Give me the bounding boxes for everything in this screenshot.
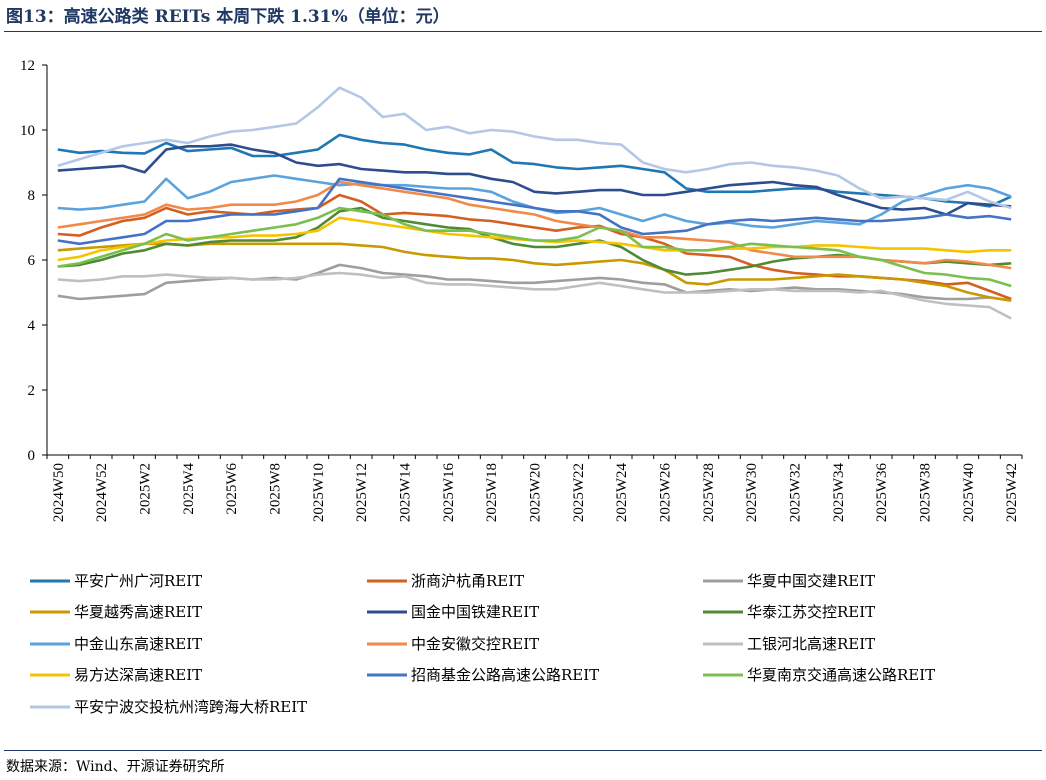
x-tick-label: 2025W8 [268, 463, 284, 515]
x-tick-label: 2025W34 [831, 463, 847, 523]
legend: 平安广州广河REIT 浙商沪杭甬REIT 华夏中国交建REIT 华夏越秀高速REIT 国… [30, 572, 935, 716]
x-tick-label: 2025W16 [441, 463, 457, 523]
series-line-9 [57, 271, 1012, 320]
y-tick-label: 12 [20, 58, 35, 74]
axes: 0 2 4 6 8 10 12 2024W50 2024W52 2025W2 2025W4 2025W… [20, 58, 1023, 523]
x-tick-label: 2024W52 [94, 463, 110, 522]
legend-label-1: 平安广州广河REIT [74, 572, 202, 590]
y-tick-label: 10 [20, 123, 35, 139]
legend-label-7: 中金山东高速REIT [74, 635, 202, 653]
x-tick-label: 2025W42 [1004, 463, 1020, 522]
series-line-13 [57, 86, 1012, 210]
x-tick-label: 2025W40 [961, 463, 977, 522]
x-tick-label: 2025W12 [354, 463, 370, 522]
x-tick-label: 2024W50 [51, 463, 67, 522]
x-tick-label: 2025W14 [398, 463, 414, 523]
x-tick-label: 2025W26 [658, 463, 674, 523]
x-tick-label: 2025W22 [571, 463, 587, 522]
x-tick-label: 2025W32 [788, 463, 804, 522]
y-tick-label: 8 [28, 188, 36, 204]
x-tick-label: 2025W20 [528, 463, 544, 522]
legend-label-4: 华夏越秀高速REIT [74, 603, 202, 621]
series-line-8 [57, 180, 1012, 270]
x-tick-label: 2025W10 [311, 463, 327, 522]
title-divider [4, 31, 1042, 32]
legend-label-5: 国金中国铁建REIT [411, 603, 539, 621]
series-lines [57, 86, 1012, 320]
series-line-11 [57, 177, 1012, 246]
series-line-5 [57, 143, 1012, 216]
legend-label-8: 中金安徽交控REIT [411, 635, 539, 653]
series-line-12 [57, 206, 1012, 288]
y-tick-label: 4 [28, 318, 36, 334]
x-tick-label: 2025W24 [614, 463, 630, 523]
x-tick-label: 2025W38 [918, 463, 934, 522]
x-tick-label: 2025W30 [744, 463, 760, 522]
x-tick-label: 2025W18 [484, 463, 500, 522]
legend-label-3: 华夏中国交建REIT [747, 572, 875, 590]
legend-label-11: 招商基金公路高速公路REIT [411, 666, 599, 684]
series-line-1 [57, 133, 1012, 208]
x-tick-label: 2025W28 [701, 463, 717, 522]
footer-divider [4, 750, 1042, 751]
legend-label-6: 华泰江苏交控REIT [747, 603, 875, 621]
x-tick-label: 2025W6 [224, 463, 240, 515]
legend-label-9: 工银河北高速REIT [747, 635, 875, 653]
legend-label-12: 华夏南京交通高速公路REIT [747, 666, 935, 684]
chart-title: 图13：高速公路类 REITs 本周下跌 1.31%（单位：元） [6, 7, 450, 27]
source-note: 数据来源：Wind、开源证券研究所 [6, 759, 225, 775]
y-tick-label: 0 [28, 448, 36, 464]
legend-label-2: 浙商沪杭甬REIT [411, 572, 524, 590]
series-line-3 [57, 263, 1012, 302]
y-tick-label: 2 [28, 383, 36, 399]
x-tick-label: 2025W36 [874, 463, 890, 523]
x-tick-label: 2025W2 [138, 463, 154, 515]
legend-label-13: 平安宁波交投杭州湾跨海大桥REIT [74, 698, 307, 716]
series-line-4 [57, 242, 1012, 302]
y-tick-label: 6 [28, 253, 36, 269]
legend-label-10: 易方达深高速REIT [74, 666, 202, 684]
x-tick-label: 2025W4 [181, 463, 197, 515]
